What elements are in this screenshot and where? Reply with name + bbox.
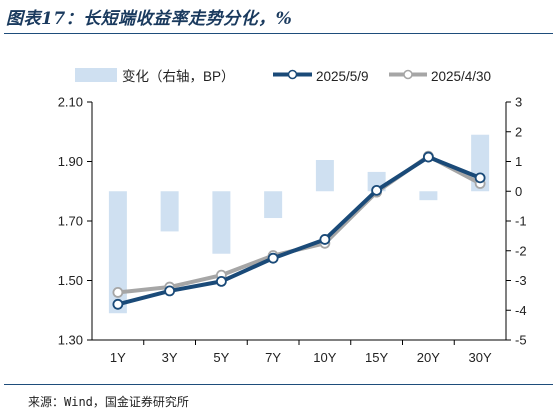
bar-20Y	[419, 191, 438, 201]
left-tick-label: 1.30	[58, 333, 83, 348]
axes-layer: 1.30 1.50 1.70 1.90 2.10 -5 -4 -3 -2 -1 0 1 2 3 1Y 3Y 5Y…	[58, 95, 527, 366]
legend: 变化（右轴，BP） 2025/5/9 2025/4/30	[75, 68, 491, 84]
source-rule	[4, 384, 553, 385]
right-tick-label: 1	[515, 154, 522, 169]
right-tick-label: -4	[515, 303, 527, 318]
right-tick-label: -2	[515, 243, 527, 258]
bar-3Y	[160, 191, 179, 232]
bar-5Y	[212, 191, 231, 254]
right-tick-label: -3	[515, 273, 527, 288]
series-1-point-10Y	[319, 234, 331, 245]
x-tick-label: 7Y	[265, 350, 281, 365]
bar-7Y	[264, 191, 283, 219]
x-tick-label: 10Y	[313, 350, 336, 365]
chart-title: 图表17：长短端收益率走势分化，%	[6, 9, 293, 29]
right-tick-label: 2	[515, 124, 522, 139]
legend-marker-series-1	[287, 69, 298, 80]
x-tick-label: 15Y	[365, 350, 388, 365]
x-tick-label: 20Y	[417, 350, 440, 365]
right-tick-label: 0	[515, 184, 522, 199]
series-1-point-5Y	[215, 275, 227, 287]
title-rule	[4, 33, 553, 34]
x-tick-label: 3Y	[162, 350, 178, 365]
right-tick-label: 3	[515, 95, 522, 110]
legend-swatch-bars	[75, 68, 117, 82]
bar-1Y	[108, 191, 127, 314]
series-1-point-20Y	[422, 151, 434, 163]
series-1-point-1Y	[112, 298, 124, 310]
right-tick-label: -5	[515, 333, 527, 348]
left-tick-label: 1.50	[58, 273, 83, 288]
series-1-point-3Y	[164, 285, 176, 297]
lines-layer	[112, 150, 486, 310]
legend-label-series-2: 2025/4/30	[431, 69, 491, 84]
left-tick-label: 1.70	[58, 214, 83, 229]
x-tick-label: 5Y	[213, 350, 229, 365]
series-1-point-7Y	[267, 252, 279, 264]
left-tick-label: 1.90	[58, 154, 83, 169]
bar-10Y	[315, 160, 334, 192]
source-note: 来源：Wind，国金证券研究所	[28, 395, 189, 409]
legend-marker-series-2	[403, 69, 413, 80]
series-line-1	[115, 155, 483, 307]
right-tick-label: -1	[515, 214, 527, 229]
x-tick-label: 30Y	[469, 350, 492, 365]
series-2-point-1Y	[112, 286, 124, 298]
x-tick-label: 1Y	[110, 350, 126, 365]
left-tick-label: 2.10	[58, 95, 83, 110]
series-1-point-30Y	[474, 172, 486, 184]
legend-label-series-1: 2025/5/9	[316, 69, 369, 84]
legend-label-bars: 变化（右轴，BP）	[122, 69, 235, 84]
series-1-point-15Y	[371, 184, 383, 196]
